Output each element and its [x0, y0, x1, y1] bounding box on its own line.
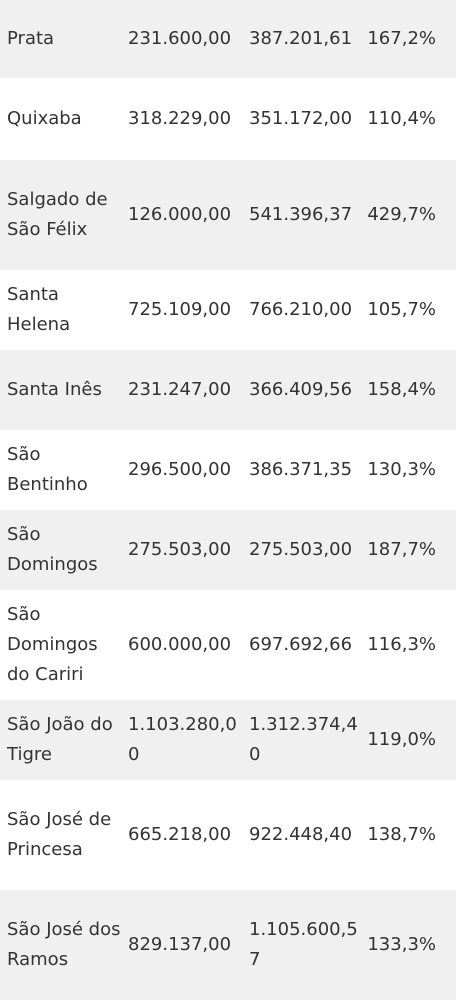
- value-2: 351.172,00: [249, 108, 353, 129]
- percentage: 138,7%: [367, 824, 436, 845]
- municipality-name: São Domingos: [7, 524, 98, 575]
- value-1: 1.103.280,00: [128, 714, 237, 765]
- percentage: 133,3%: [367, 934, 436, 955]
- value-2: 366.409,56: [249, 379, 353, 400]
- percentage: 110,4%: [367, 108, 436, 129]
- table-row: Santa Helena 725.109,00 766.210,00 105,7…: [0, 270, 456, 350]
- value-1: 725.109,00: [128, 299, 232, 320]
- table-row: São Bentinho 296.500,00 386.371,35 130,3…: [0, 430, 456, 510]
- municipality-name: São Bentinho: [7, 444, 88, 495]
- value-2: 766.210,00: [249, 299, 353, 320]
- value-1: 231.600,00: [128, 28, 232, 49]
- value-2: 922.448,40: [249, 824, 353, 845]
- municipality-name: São Domingos do Cariri: [7, 604, 98, 685]
- municipality-name: Prata: [7, 28, 55, 49]
- value-1: 318.229,00: [128, 108, 232, 129]
- municipality-name: Salgado de São Félix: [7, 189, 108, 240]
- value-2: 1.312.374,40: [249, 714, 358, 765]
- municipality-name: São José de Princesa: [7, 809, 112, 860]
- value-1: 829.137,00: [128, 934, 232, 955]
- percentage: 130,3%: [367, 459, 436, 480]
- table-row: São José dos Ramos 829.137,00 1.105.600,…: [0, 890, 456, 1000]
- value-2: 697.692,66: [249, 634, 353, 655]
- table-row: Santa Inês 231.247,00 366.409,56 158,4%: [0, 350, 456, 430]
- table-row: Quixaba 318.229,00 351.172,00 110,4%: [0, 78, 456, 160]
- municipality-name: São João do Tigre: [7, 714, 113, 765]
- value-1: 296.500,00: [128, 459, 232, 480]
- table-row: São João do Tigre 1.103.280,00 1.312.374…: [0, 700, 456, 780]
- table-row: Prata 231.600,00 387.201,61 167,2%: [0, 0, 456, 78]
- municipality-name: Santa Helena: [7, 284, 71, 335]
- table-row: São Domingos do Cariri 600.000,00 697.69…: [0, 590, 456, 700]
- value-1: 231.247,00: [128, 379, 232, 400]
- percentage: 158,4%: [367, 379, 436, 400]
- value-1: 600.000,00: [128, 634, 232, 655]
- value-1: 126.000,00: [128, 204, 232, 225]
- value-2: 541.396,37: [249, 204, 353, 225]
- municipality-name: Quixaba: [7, 108, 82, 129]
- percentage: 167,2%: [367, 28, 436, 49]
- percentage: 116,3%: [367, 634, 436, 655]
- percentage: 105,7%: [367, 299, 436, 320]
- table-row: São José de Princesa 665.218,00 922.448,…: [0, 780, 456, 890]
- value-2: 387.201,61: [249, 28, 353, 49]
- table-row: Salgado de São Félix 126.000,00 541.396,…: [0, 160, 456, 270]
- value-2: 275.503,00: [249, 539, 353, 560]
- percentage: 187,7%: [367, 539, 436, 560]
- value-2: 386.371,35: [249, 459, 353, 480]
- value-1: 275.503,00: [128, 539, 232, 560]
- value-2: 1.105.600,57: [249, 919, 358, 970]
- percentage: 119,0%: [367, 729, 436, 750]
- municipality-name: Santa Inês: [7, 379, 102, 400]
- percentage: 429,7%: [367, 204, 436, 225]
- table-row: São Domingos 275.503,00 275.503,00 187,7…: [0, 510, 456, 590]
- municipality-name: São José dos Ramos: [7, 919, 121, 970]
- value-1: 665.218,00: [128, 824, 232, 845]
